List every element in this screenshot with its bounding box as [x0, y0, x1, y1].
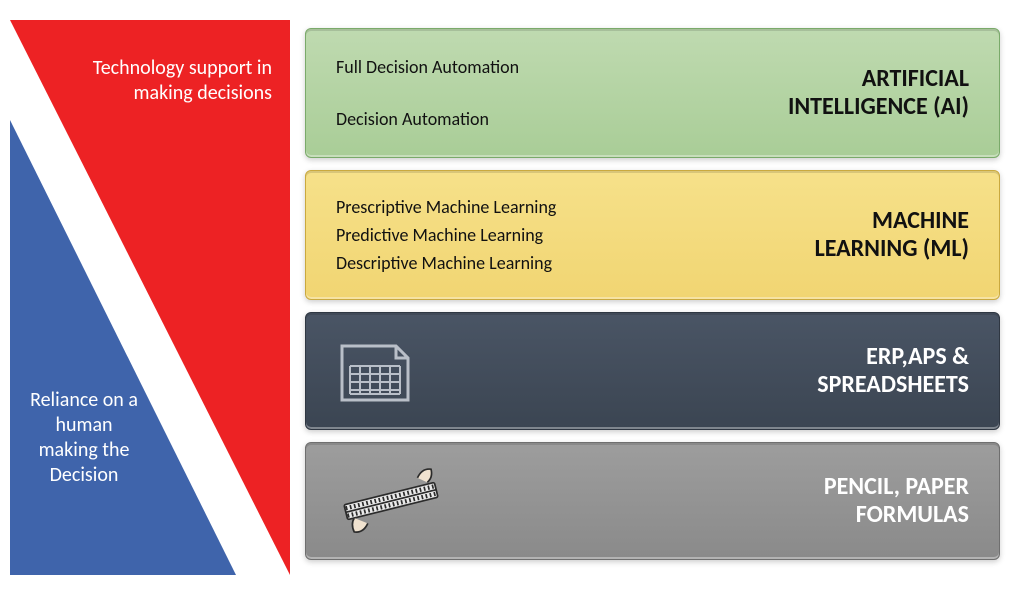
tier-title-line-erp-0: ERP,APS &	[817, 343, 969, 371]
tier-title-line-ml-1: LEARNING (ML)	[815, 235, 969, 263]
right-box-stack: Full Decision Automation Decision Automat…	[305, 28, 1000, 560]
diagram-stage: Technology support in making decisions R…	[0, 0, 1024, 591]
tier-title-ml: MACHINELEARNING (ML)	[815, 207, 969, 262]
tier-title-line-ai-1: INTELLIGENCE (AI)	[788, 93, 969, 121]
tier-title-line-pencil-0: PENCIL, PAPER	[824, 473, 969, 501]
tier-title-erp: ERP,APS &SPREADSHEETS	[817, 343, 969, 398]
sliderule-icon	[336, 466, 446, 536]
tier-title-ai: ARTIFICIALINTELLIGENCE (AI)	[788, 65, 969, 120]
blue-triangle-label: Reliance on a human making the Decision	[24, 388, 144, 488]
tier-box-left-ml: Prescriptive Machine Learning Predictive …	[336, 196, 815, 274]
tier-detail-ml-1: Predictive Machine Learning	[336, 224, 815, 246]
spreadsheet-icon	[336, 336, 446, 406]
tier-detail-ml-0: Prescriptive Machine Learning	[336, 196, 815, 218]
tier-box-left-erp	[336, 336, 817, 406]
tier-title-line-ml-0: MACHINE	[815, 207, 969, 235]
tier-box-pencil: PENCIL, PAPERFORMULAS	[305, 442, 1000, 560]
tier-title-line-erp-1: SPREADSHEETS	[817, 371, 969, 399]
red-triangle-label: Technology support in making decisions	[62, 56, 272, 106]
tier-box-erp: ERP,APS &SPREADSHEETS	[305, 312, 1000, 430]
tier-box-ai: Full Decision Automation Decision Automat…	[305, 28, 1000, 158]
left-triangle-panel: Technology support in making decisions R…	[10, 20, 290, 575]
tier-title-line-pencil-1: FORMULAS	[824, 501, 969, 529]
tier-title-pencil: PENCIL, PAPERFORMULAS	[824, 473, 969, 528]
tier-title-line-ai-0: ARTIFICIAL	[788, 65, 969, 93]
tier-box-left-pencil	[336, 466, 824, 536]
tier-box-left-ai: Full Decision Automation Decision Automat…	[336, 56, 788, 130]
tier-detail-ml-2: Descriptive Machine Learning	[336, 252, 815, 274]
tier-detail-ai-1: Decision Automation	[336, 108, 788, 130]
tier-detail-ai-0: Full Decision Automation	[336, 56, 788, 78]
tier-box-ml: Prescriptive Machine Learning Predictive …	[305, 170, 1000, 300]
